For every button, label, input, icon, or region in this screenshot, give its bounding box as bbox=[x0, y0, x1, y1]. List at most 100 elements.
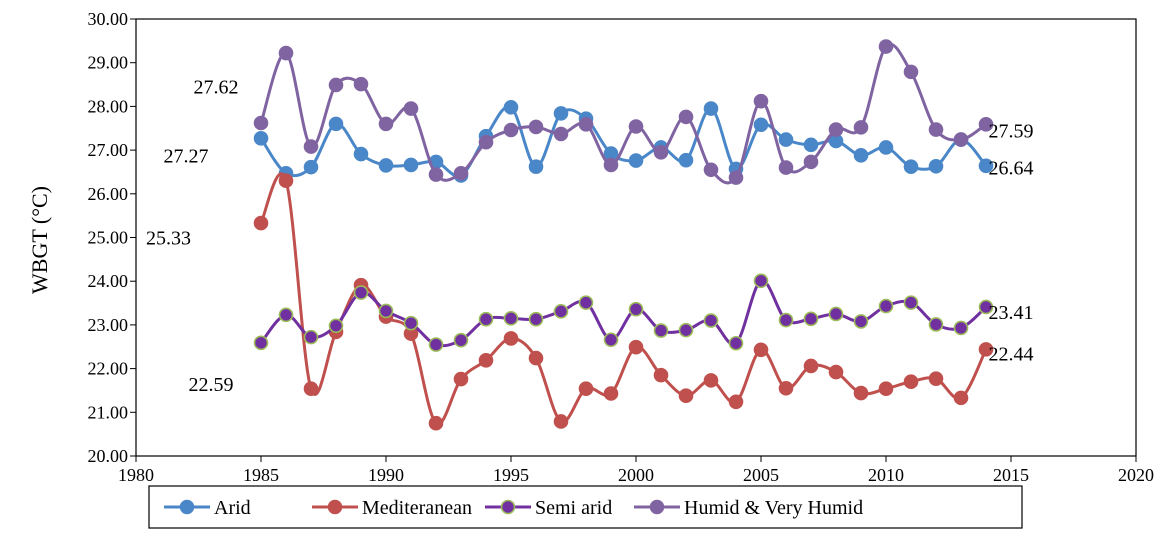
data-point bbox=[328, 77, 344, 93]
data-point bbox=[603, 332, 619, 348]
data-point bbox=[728, 335, 744, 351]
data-point bbox=[928, 317, 944, 332]
data-point bbox=[353, 285, 369, 300]
data-point bbox=[703, 313, 719, 328]
data-point bbox=[528, 311, 544, 327]
data-point bbox=[828, 122, 844, 137]
data-point bbox=[878, 140, 894, 155]
data-point bbox=[978, 342, 994, 357]
data-point bbox=[503, 99, 519, 115]
data-point bbox=[428, 337, 444, 352]
data-point bbox=[678, 388, 694, 403]
data-point bbox=[303, 139, 319, 154]
data-point bbox=[553, 126, 569, 142]
data-point bbox=[403, 315, 419, 331]
legend-item: Humid & Very Humid bbox=[634, 497, 863, 519]
legend-marker bbox=[327, 499, 343, 515]
data-point bbox=[853, 120, 869, 135]
data-point bbox=[778, 132, 794, 147]
data-point bbox=[803, 358, 819, 374]
data-point bbox=[928, 158, 944, 174]
data-point bbox=[928, 371, 944, 386]
data-point bbox=[753, 342, 769, 358]
x-tick-label: 2020 bbox=[1118, 465, 1154, 485]
x-tick-label: 1990 bbox=[368, 465, 404, 485]
y-tick-label: 26.00 bbox=[88, 184, 129, 204]
x-tick-label: 2000 bbox=[618, 465, 654, 485]
data-point bbox=[328, 116, 344, 132]
data-point bbox=[453, 371, 469, 387]
series-mediteranean bbox=[253, 172, 994, 431]
data-point bbox=[378, 303, 394, 319]
data-point bbox=[978, 158, 994, 174]
data-point bbox=[528, 159, 544, 175]
data-point bbox=[453, 332, 469, 348]
series-arid bbox=[253, 99, 994, 183]
data-point bbox=[378, 116, 394, 132]
data-point bbox=[478, 352, 494, 368]
data-annotation: 27.62 bbox=[194, 77, 239, 99]
x-tick-label: 2005 bbox=[743, 465, 779, 485]
data-annotation: 22.59 bbox=[189, 374, 234, 396]
data-annotation: 25.33 bbox=[146, 228, 191, 250]
y-axis-ticks: 20.00 21.00 22.00 23.00 24.00 25.00 26.00 27.00… bbox=[88, 9, 136, 466]
data-point bbox=[278, 307, 294, 323]
legend-marker bbox=[649, 499, 665, 515]
x-tick-label: 2010 bbox=[868, 465, 904, 485]
data-annotation: 27.27 bbox=[164, 145, 209, 167]
data-point bbox=[778, 160, 794, 175]
data-point bbox=[303, 381, 319, 397]
data-point bbox=[578, 117, 594, 132]
data-point bbox=[578, 295, 594, 310]
data-point bbox=[703, 373, 719, 388]
data-point bbox=[278, 45, 294, 61]
legend-item: Arid bbox=[164, 497, 251, 519]
annotations-group: 27.62 27.27 25.33 22.59 27.59 26.64 23.41 22.44 bbox=[146, 77, 1034, 396]
data-point bbox=[503, 331, 519, 346]
x-tick-label: 1980 bbox=[118, 465, 154, 485]
data-point bbox=[728, 170, 744, 185]
data-point bbox=[278, 173, 294, 188]
x-tick-label: 1985 bbox=[243, 465, 279, 485]
data-point bbox=[878, 381, 894, 397]
series-line bbox=[259, 42, 987, 185]
data-point bbox=[253, 335, 269, 351]
data-point bbox=[978, 299, 994, 315]
data-point bbox=[678, 322, 694, 338]
data-point bbox=[403, 157, 419, 173]
series-line bbox=[259, 172, 988, 426]
data-point bbox=[678, 152, 694, 168]
y-tick-label: 29.00 bbox=[88, 53, 129, 73]
data-point bbox=[253, 131, 269, 146]
data-point bbox=[903, 295, 919, 310]
data-annotation: 22.44 bbox=[989, 343, 1034, 365]
data-point bbox=[803, 154, 819, 170]
x-tick-label: 1995 bbox=[493, 465, 529, 485]
legend-item: Semi arid bbox=[485, 497, 612, 519]
data-point bbox=[403, 101, 419, 116]
data-point bbox=[703, 162, 719, 178]
y-tick-label: 20.00 bbox=[88, 446, 129, 466]
y-tick-label: 28.00 bbox=[88, 96, 129, 116]
data-point bbox=[378, 158, 394, 173]
data-point bbox=[253, 215, 269, 231]
data-point bbox=[328, 318, 344, 334]
data-point bbox=[953, 132, 969, 147]
data-point bbox=[878, 298, 894, 314]
data-point bbox=[853, 385, 869, 401]
data-point bbox=[603, 157, 619, 173]
data-point bbox=[628, 153, 644, 168]
y-tick-label: 22.00 bbox=[88, 359, 129, 379]
data-point bbox=[353, 76, 369, 92]
data-point bbox=[853, 314, 869, 329]
legend-marker bbox=[500, 499, 516, 515]
data-point bbox=[428, 415, 444, 431]
data-point bbox=[628, 339, 644, 355]
y-axis-label: WBGT (°C) bbox=[27, 186, 52, 294]
data-point bbox=[453, 165, 469, 181]
data-point bbox=[428, 167, 444, 182]
data-point bbox=[478, 134, 494, 150]
data-point bbox=[553, 414, 569, 429]
y-tick-label: 23.00 bbox=[88, 315, 129, 335]
